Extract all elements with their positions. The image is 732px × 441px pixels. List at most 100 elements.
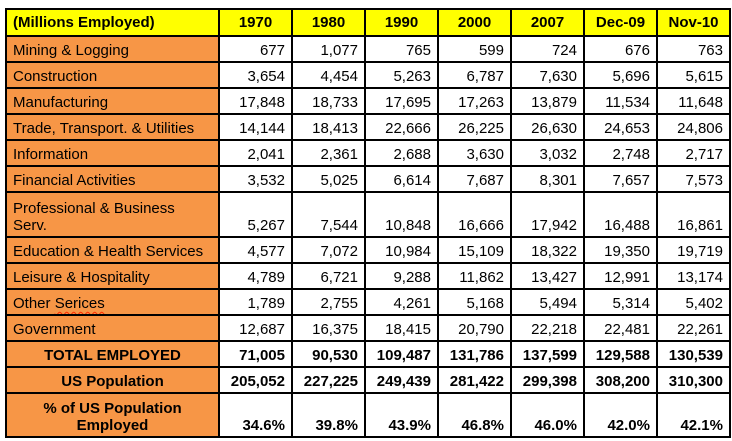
row-label: US Population (5, 366, 220, 394)
year-header-cell: 2007 (510, 8, 585, 37)
table-row: US Population 205,052 227,225 249,439 281,42… (5, 366, 731, 394)
value-cell: 2,041 (218, 139, 293, 167)
table-row: % of US Population Employed 34.6% 39.8% 43.… (5, 392, 731, 438)
table-row: Construction 3,654 4,454 5,263 6,787 7,630 5,6… (5, 61, 731, 89)
value-cell: 1,789 (218, 288, 293, 316)
value-cell: 137,599 (510, 340, 585, 368)
table-row: Manufacturing 17,848 18,733 17,695 17,263 13,… (5, 87, 731, 115)
year-header-cell: Dec-09 (583, 8, 658, 37)
value-cell: 4,261 (364, 288, 439, 316)
value-cell: 24,806 (656, 113, 731, 141)
value-cell: 4,454 (291, 61, 366, 89)
row-label: Construction (5, 61, 220, 89)
row-label: Education & Health Services (5, 236, 220, 264)
value-cell: 19,719 (656, 236, 731, 264)
row-label: TOTAL EMPLOYED (5, 340, 220, 368)
value-cell: 5,314 (583, 288, 658, 316)
value-cell: 7,072 (291, 236, 366, 264)
value-cell: 5,494 (510, 288, 585, 316)
value-cell: 7,630 (510, 61, 585, 89)
value-cell: 5,263 (364, 61, 439, 89)
value-cell: 11,534 (583, 87, 658, 115)
value-cell: 11,648 (656, 87, 731, 115)
value-cell: 5,025 (291, 165, 366, 193)
value-cell: 5,696 (583, 61, 658, 89)
value-cell: 6,614 (364, 165, 439, 193)
value-cell: 6,787 (437, 61, 512, 89)
header-row: (Millions Employed) 1970 1980 1990 2000 2007 D… (5, 8, 731, 37)
value-cell: 299,398 (510, 366, 585, 394)
year-header-cell: 1980 (291, 8, 366, 37)
value-cell: 22,261 (656, 314, 731, 342)
value-cell: 90,530 (291, 340, 366, 368)
value-cell: 22,218 (510, 314, 585, 342)
value-cell: 9,288 (364, 262, 439, 290)
value-cell: 16,488 (583, 191, 658, 238)
value-cell: 7,544 (291, 191, 366, 238)
value-cell: 5,402 (656, 288, 731, 316)
value-cell: 12,991 (583, 262, 658, 290)
value-cell: 599 (437, 35, 512, 63)
table-row: Trade, Transport. & Utilities 14,144 18,41… (5, 113, 731, 141)
row-label: Trade, Transport. & Utilities (5, 113, 220, 141)
value-cell: 16,861 (656, 191, 731, 238)
value-cell: 3,630 (437, 139, 512, 167)
table-body: Mining & Logging 677 1,077 765 599 724 676 763 C… (5, 35, 731, 438)
value-cell: 724 (510, 35, 585, 63)
value-cell: 1,077 (291, 35, 366, 63)
value-cell: 18,415 (364, 314, 439, 342)
table-row: Education & Health Services 4,577 7,072 10,… (5, 236, 731, 264)
value-cell: 6,721 (291, 262, 366, 290)
value-cell: 763 (656, 35, 731, 63)
table-title-cell: (Millions Employed) (5, 8, 220, 37)
value-cell: 109,487 (364, 340, 439, 368)
value-cell: 22,481 (583, 314, 658, 342)
value-cell: 5,168 (437, 288, 512, 316)
value-cell: 10,848 (364, 191, 439, 238)
table-row: Government 12,687 16,375 18,415 20,790 22,218… (5, 314, 731, 342)
value-cell: 42.0% (583, 392, 658, 438)
value-cell: 12,687 (218, 314, 293, 342)
table-row: Other Serices 1,789 2,755 4,261 5,168 5,494 5,… (5, 288, 731, 316)
value-cell: 676 (583, 35, 658, 63)
row-label: Professional & Business Serv. (5, 191, 220, 238)
value-cell: 2,717 (656, 139, 731, 167)
value-cell: 2,688 (364, 139, 439, 167)
year-header-cell: 1990 (364, 8, 439, 37)
row-label: Financial Activities (5, 165, 220, 193)
value-cell: 15,109 (437, 236, 512, 264)
table-row: Professional & Business Serv. 5,267 7,544 1… (5, 191, 731, 238)
value-cell: 249,439 (364, 366, 439, 394)
spellcheck-squiggle: Serices (54, 295, 105, 312)
row-label: Other Serices (5, 288, 220, 316)
value-cell: 17,848 (218, 87, 293, 115)
value-cell: 8,301 (510, 165, 585, 193)
value-cell: 281,422 (437, 366, 512, 394)
value-cell: 18,413 (291, 113, 366, 141)
value-cell: 205,052 (218, 366, 293, 394)
value-cell: 130,539 (656, 340, 731, 368)
year-header-cell: Nov-10 (656, 8, 731, 37)
value-cell: 17,695 (364, 87, 439, 115)
year-header-cell: 1970 (218, 8, 293, 37)
value-cell: 677 (218, 35, 293, 63)
value-cell: 17,263 (437, 87, 512, 115)
value-cell: 14,144 (218, 113, 293, 141)
employment-table-canvas: (Millions Employed) 1970 1980 1990 2000 2007 D… (5, 8, 731, 438)
year-header-cell: 2000 (437, 8, 512, 37)
value-cell: 26,225 (437, 113, 512, 141)
value-cell: 17,942 (510, 191, 585, 238)
value-cell: 11,862 (437, 262, 512, 290)
row-label: % of US Population Employed (5, 392, 220, 438)
row-label: Information (5, 139, 220, 167)
value-cell: 13,427 (510, 262, 585, 290)
value-cell: 13,879 (510, 87, 585, 115)
row-label: Manufacturing (5, 87, 220, 115)
row-label: Government (5, 314, 220, 342)
value-cell: 18,322 (510, 236, 585, 264)
employment-table: (Millions Employed) 1970 1980 1990 2000 2007 D… (5, 8, 731, 438)
value-cell: 19,350 (583, 236, 658, 264)
value-cell: 4,577 (218, 236, 293, 264)
value-cell: 42.1% (656, 392, 731, 438)
